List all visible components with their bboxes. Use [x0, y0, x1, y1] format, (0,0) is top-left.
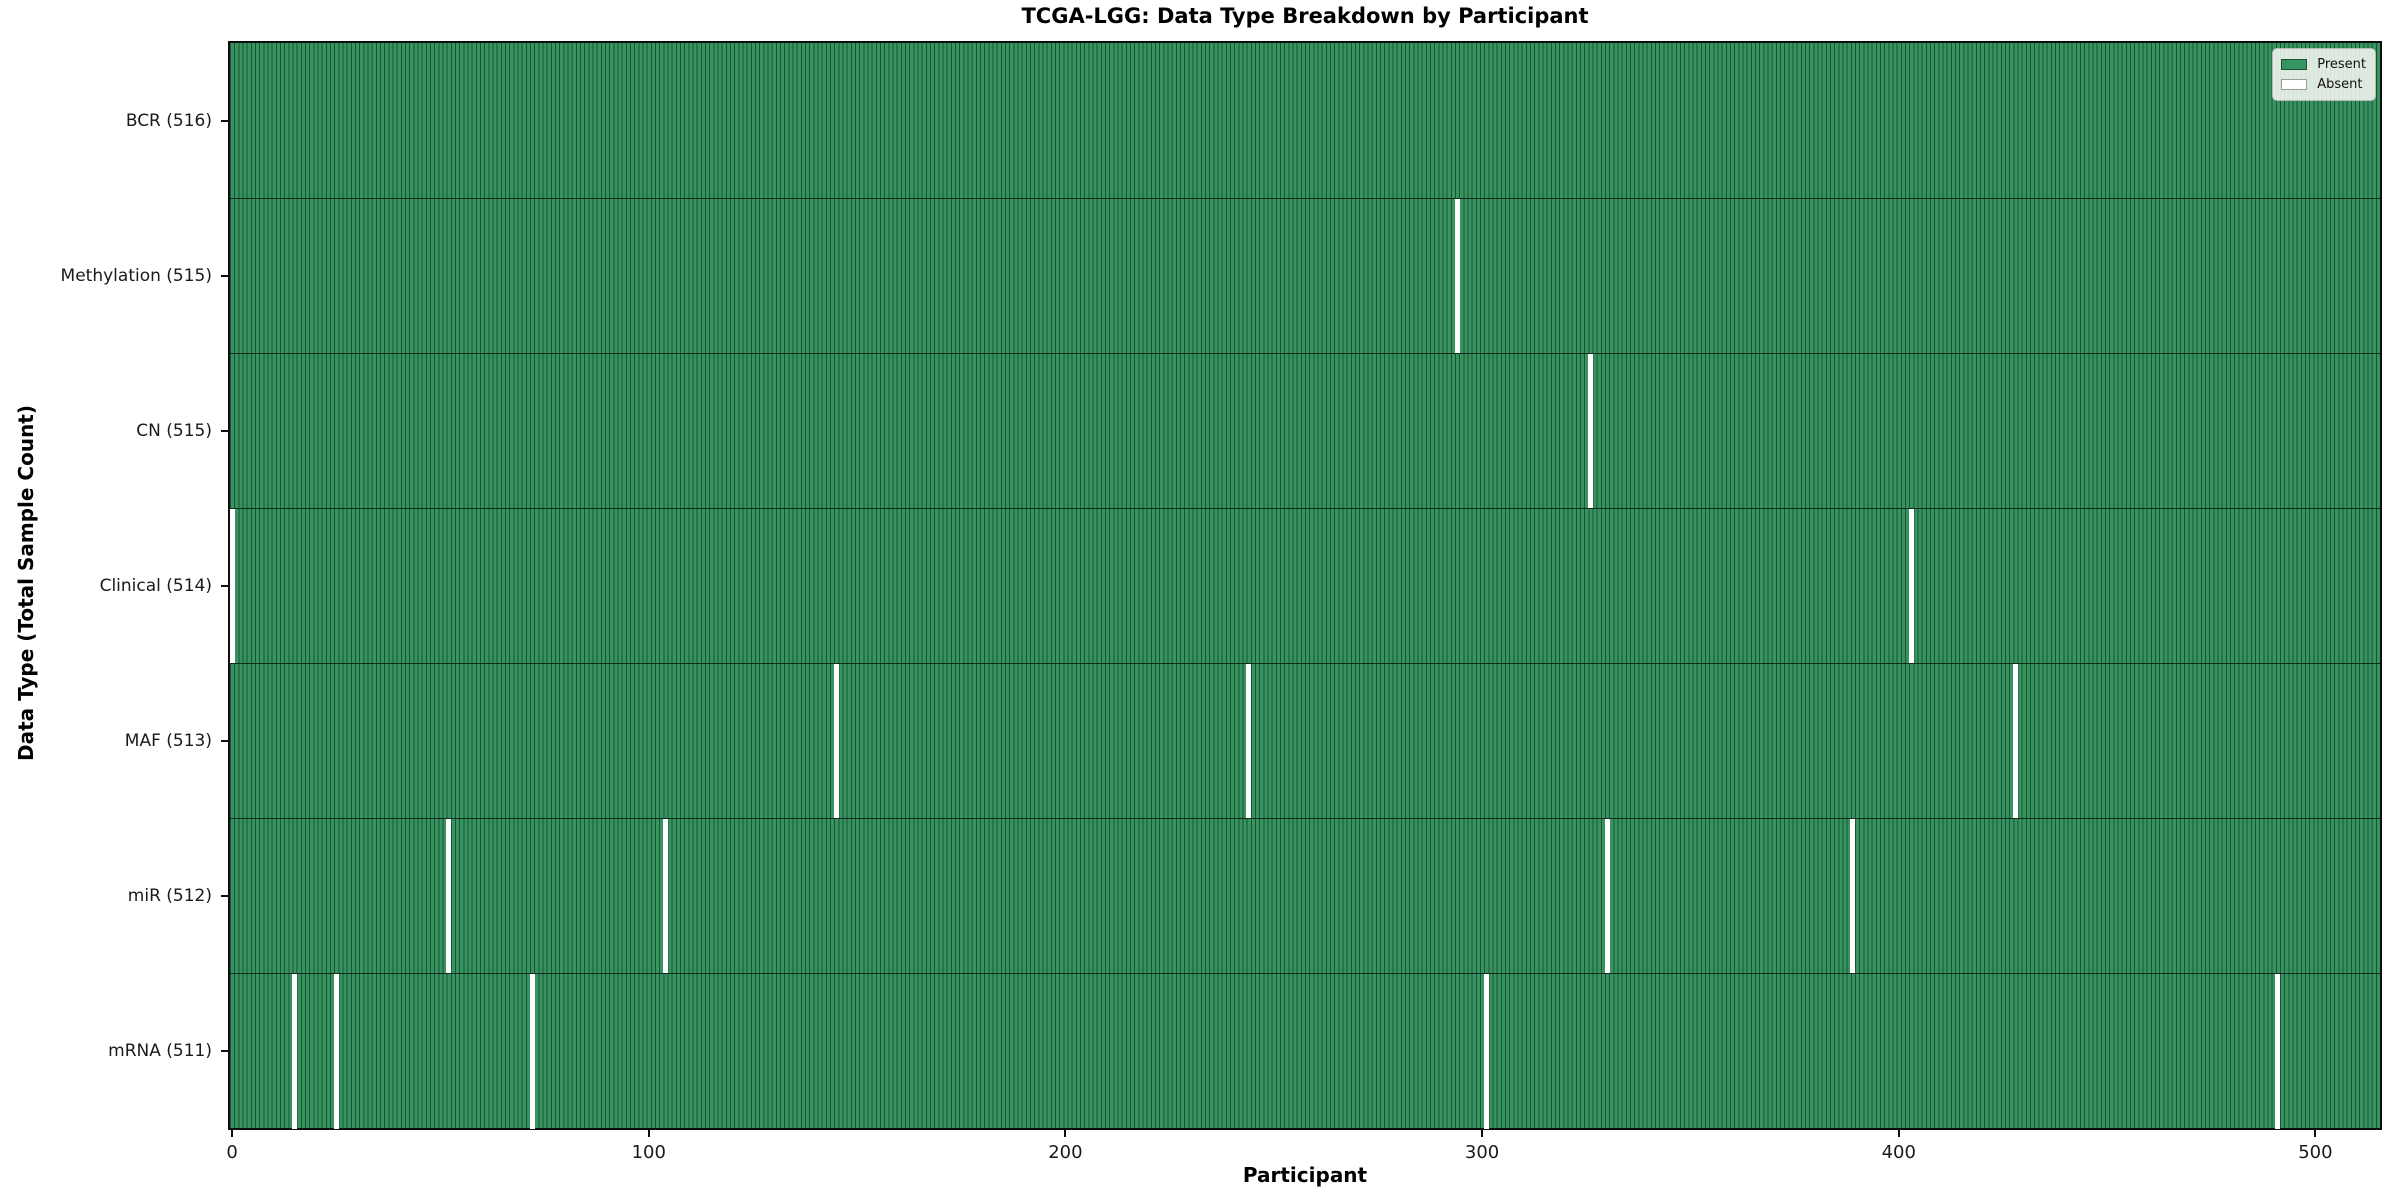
legend-swatch-absent	[2281, 78, 2308, 90]
x-tick-label: 400	[1881, 1142, 1916, 1163]
row-mrna	[230, 973, 2380, 1129]
absent-gap	[333, 974, 339, 1129]
x-tick-label: 500	[2298, 1142, 2333, 1163]
y-tick-mark	[221, 119, 230, 122]
legend-label: Present	[2317, 56, 2366, 72]
legend-item-absent: Absent	[2281, 74, 2366, 94]
absent-gap	[1483, 974, 1489, 1129]
y-tick-mark	[221, 1049, 230, 1052]
legend-label: Absent	[2317, 76, 2363, 92]
y-tick-label: mRNA (511)	[108, 1040, 212, 1061]
absent-gap	[2012, 664, 2018, 819]
plot-area: Present Absent	[228, 41, 2382, 1130]
absent-gap	[1454, 199, 1460, 354]
row-maf	[230, 663, 2380, 819]
x-tick-label: 300	[1464, 1142, 1500, 1163]
absent-gap	[229, 509, 235, 664]
chart-title: TCGA-LGG: Data Type Breakdown by Partici…	[1021, 4, 1589, 28]
x-tick-mark	[1481, 1128, 1484, 1137]
y-tick-label: Methylation (515)	[60, 265, 212, 286]
absent-gap	[446, 819, 452, 974]
y-tick-mark	[221, 584, 230, 587]
absent-gap	[1604, 819, 1610, 974]
y-tick-label: MAF (513)	[124, 730, 212, 751]
x-tick-label: 100	[631, 1142, 666, 1163]
y-tick-mark	[221, 274, 230, 277]
y-tick-mark	[221, 739, 230, 742]
row-bcr	[230, 43, 2380, 198]
y-tick-label: BCR (516)	[125, 110, 212, 131]
y-tick-label: miR (512)	[127, 885, 212, 906]
row-cn	[230, 353, 2380, 509]
row-methylation	[230, 198, 2380, 354]
legend-item-present: Present	[2281, 54, 2366, 74]
x-tick-mark	[2314, 1128, 2317, 1137]
y-tick-mark	[221, 429, 230, 432]
x-tick-mark	[1897, 1128, 1900, 1137]
x-tick-mark	[1064, 1128, 1067, 1137]
x-tick-label: 0	[226, 1142, 238, 1163]
absent-gap	[529, 974, 535, 1129]
absent-gap	[662, 819, 668, 974]
x-tick-label: 200	[1048, 1142, 1083, 1163]
x-tick-mark	[231, 1128, 234, 1137]
x-tick-mark	[647, 1128, 650, 1137]
absent-gap	[1908, 509, 1914, 664]
absent-gap	[2275, 974, 2281, 1129]
y-tick-label: CN (515)	[136, 420, 212, 441]
absent-gap	[833, 664, 839, 819]
x-axis-label: Participant	[1242, 1163, 1368, 1187]
absent-gap	[1850, 819, 1856, 974]
row-clinical	[229, 508, 2380, 664]
absent-gap	[1587, 354, 1593, 509]
legend: Present Absent	[2272, 48, 2376, 101]
y-tick-label: Clinical (514)	[99, 575, 212, 596]
row-mir	[230, 818, 2380, 974]
absent-gap	[1246, 664, 1252, 819]
y-tick-mark	[221, 894, 230, 897]
absent-gap	[292, 974, 298, 1129]
legend-swatch-present	[2281, 58, 2308, 70]
